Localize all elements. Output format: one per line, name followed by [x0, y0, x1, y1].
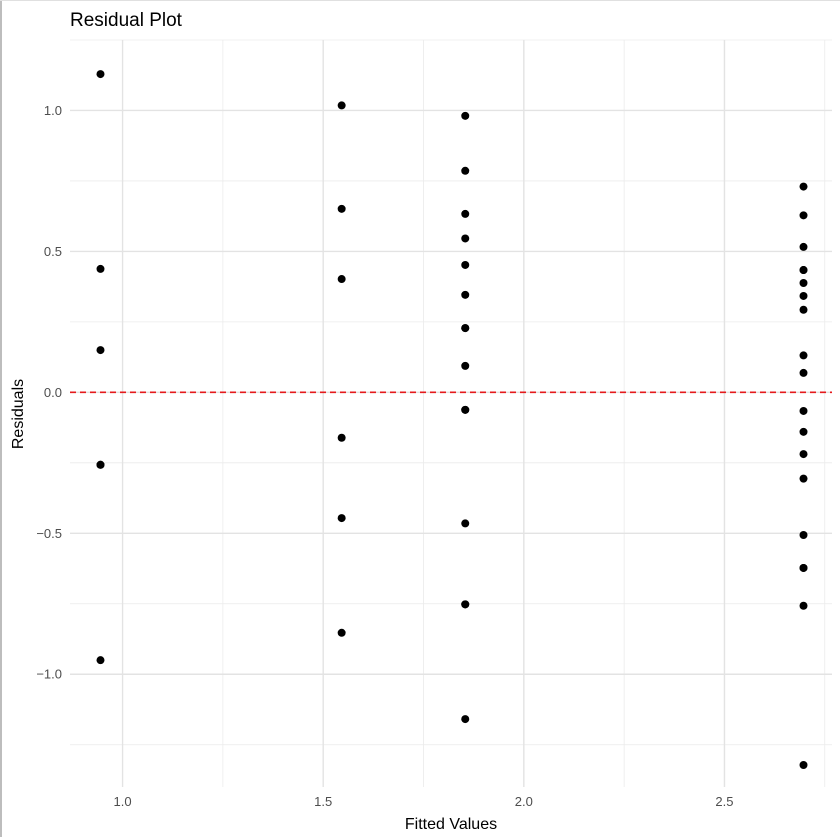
frame-top-edge — [0, 0, 840, 1]
data-point — [799, 182, 808, 191]
data-point — [461, 324, 470, 333]
y-tick-label: 1.0 — [44, 103, 62, 118]
x-axis-title: Fitted Values — [405, 816, 497, 833]
data-point — [799, 450, 808, 459]
data-point — [799, 351, 808, 360]
data-point — [799, 761, 808, 770]
data-point — [799, 406, 808, 415]
data-point — [461, 600, 470, 609]
data-point — [799, 278, 808, 287]
minor-gridlines — [70, 39, 832, 787]
data-point — [799, 242, 808, 251]
y-axis-tick-labels: −1.0 −0.5 0.0 0.5 1.0 — [36, 103, 62, 682]
data-point — [337, 433, 346, 442]
points-layer — [96, 70, 808, 770]
chart-title: Residual Plot — [70, 10, 183, 31]
data-point — [96, 460, 105, 469]
data-point — [799, 530, 808, 539]
y-tick-label: −1.0 — [36, 667, 62, 682]
x-tick-label: 1.0 — [114, 794, 132, 809]
x-tick-label: 2.5 — [715, 794, 733, 809]
y-tick-label: −0.5 — [36, 526, 62, 541]
data-point — [96, 656, 105, 665]
x-tick-label: 2.0 — [515, 794, 533, 809]
data-point — [461, 166, 470, 175]
data-point — [337, 514, 346, 523]
data-point — [461, 361, 470, 370]
data-point — [799, 291, 808, 300]
data-point — [461, 290, 470, 299]
data-point — [96, 264, 105, 273]
data-point — [799, 305, 808, 314]
data-point — [337, 204, 346, 213]
frame-left-edge — [0, 0, 2, 837]
y-axis-title: Residuals — [10, 379, 27, 449]
data-point — [799, 563, 808, 572]
data-point — [96, 70, 105, 79]
major-gridlines — [70, 40, 832, 787]
x-tick-label: 1.5 — [314, 794, 332, 809]
data-point — [799, 368, 808, 377]
data-point — [461, 715, 470, 724]
data-point — [799, 266, 808, 275]
data-point — [337, 101, 346, 110]
data-point — [461, 234, 470, 243]
data-point — [461, 260, 470, 269]
data-point — [799, 601, 808, 610]
data-point — [799, 474, 808, 483]
data-point — [337, 628, 346, 637]
data-point — [461, 405, 470, 414]
y-tick-label: 0.0 — [44, 385, 62, 400]
data-point — [461, 519, 470, 528]
y-tick-label: 0.5 — [44, 244, 62, 259]
x-axis-tick-labels: 1.0 1.5 2.0 2.5 — [114, 794, 734, 809]
data-point — [337, 275, 346, 284]
data-point — [799, 211, 808, 220]
data-point — [461, 209, 470, 218]
data-point — [461, 111, 470, 120]
data-point — [799, 427, 808, 436]
data-point — [96, 346, 105, 355]
